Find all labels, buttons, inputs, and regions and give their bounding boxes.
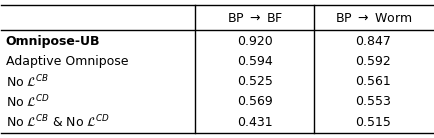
Text: BP $\rightarrow$ Worm: BP $\rightarrow$ Worm [335, 12, 412, 26]
Text: BP $\rightarrow$ BF: BP $\rightarrow$ BF [227, 12, 283, 26]
Text: Adaptive Omnipose: Adaptive Omnipose [6, 55, 128, 68]
Text: No $\mathcal{L}^{CB}$: No $\mathcal{L}^{CB}$ [6, 74, 49, 90]
Text: 0.920: 0.920 [237, 35, 273, 48]
Text: Omnipose-UB: Omnipose-UB [6, 35, 100, 48]
Text: 0.515: 0.515 [355, 116, 391, 128]
Text: No $\mathcal{L}^{CB}$ & No $\mathcal{L}^{CD}$: No $\mathcal{L}^{CB}$ & No $\mathcal{L}^… [6, 114, 110, 130]
Text: 0.569: 0.569 [237, 95, 273, 108]
Text: 0.525: 0.525 [237, 75, 273, 88]
Text: 0.594: 0.594 [237, 55, 273, 68]
Text: 0.553: 0.553 [355, 95, 391, 108]
Text: 0.592: 0.592 [355, 55, 391, 68]
Text: 0.431: 0.431 [237, 116, 273, 128]
Text: 0.847: 0.847 [355, 35, 391, 48]
Text: 0.561: 0.561 [355, 75, 391, 88]
Text: No $\mathcal{L}^{CD}$: No $\mathcal{L}^{CD}$ [6, 94, 50, 110]
